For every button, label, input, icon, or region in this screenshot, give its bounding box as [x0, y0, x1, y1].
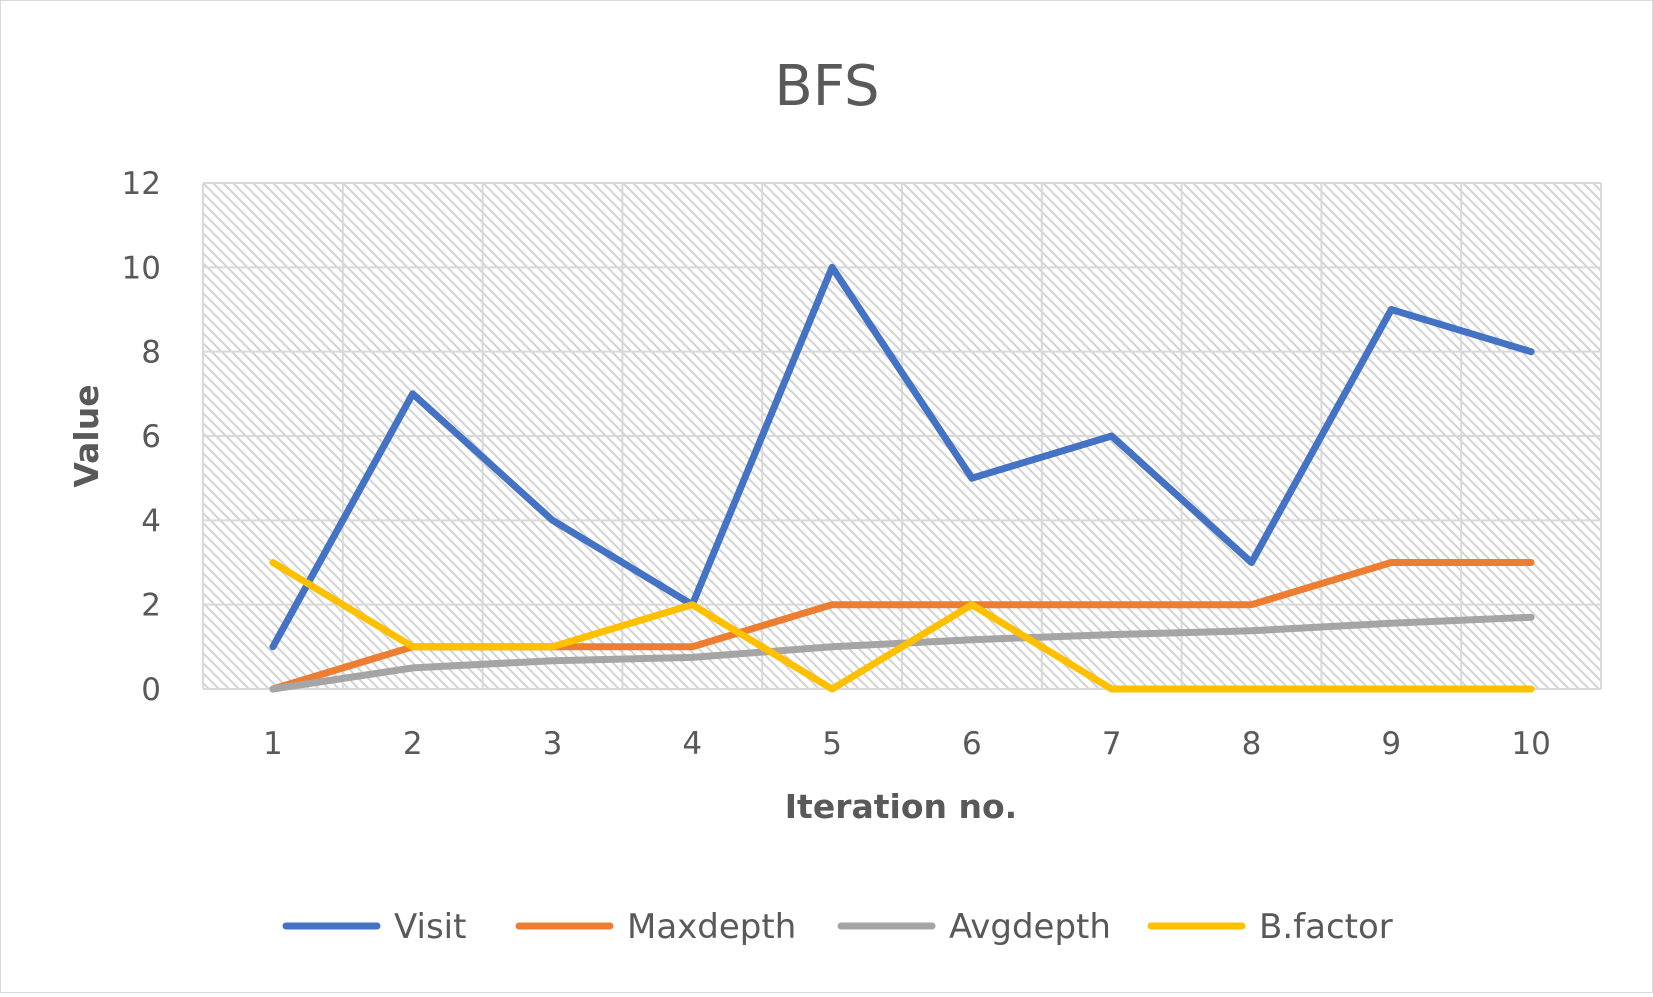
legend-item-visit: Visit: [282, 907, 466, 947]
y-tick-label: 10: [122, 250, 161, 286]
x-tick-label: 5: [822, 726, 842, 762]
legend-item-avgdepth: Avgdepth: [837, 907, 1111, 947]
x-tick-label: 6: [962, 726, 982, 762]
x-tick-label: 7: [1102, 726, 1122, 762]
y-tick-label: 0: [141, 672, 161, 708]
y-tick-label: 6: [141, 419, 161, 455]
x-axis-title: Iteration no.: [785, 787, 1017, 826]
series-line-b-factor: [269, 559, 1535, 693]
chart-title: BFS: [774, 54, 879, 119]
x-tick-label: 9: [1381, 726, 1401, 762]
legend-label: Maxdepth: [627, 907, 796, 947]
y-tick-label: 2: [141, 588, 161, 624]
x-tick-label: 3: [543, 726, 563, 762]
y-axis-title: Value: [67, 384, 106, 487]
x-tick-label: 1: [263, 726, 283, 762]
x-axis-ticks: 1 2 3 4 5 6 7 8 9 10: [263, 726, 1551, 762]
x-tick-label: 8: [1242, 726, 1262, 762]
legend-item-maxdepth: Maxdepth: [515, 907, 796, 947]
legend-label: Visit: [394, 907, 466, 947]
y-tick-label: 8: [141, 335, 161, 371]
y-tick-label: 4: [141, 503, 161, 539]
legend-item-b-factor: B.factor: [1147, 907, 1393, 947]
x-tick-label: 4: [682, 726, 702, 762]
series-line-visit: [269, 263, 1535, 651]
x-tick-label: 10: [1511, 726, 1550, 762]
legend: Visit Maxdepth Avgdepth B.factor: [282, 907, 1393, 947]
x-tick-label: 2: [403, 726, 423, 762]
y-axis-ticks: 0 2 4 6 8 10 12: [122, 166, 161, 708]
legend-label: Avgdepth: [949, 907, 1111, 947]
legend-label: B.factor: [1259, 907, 1393, 947]
y-tick-label: 12: [122, 166, 161, 202]
series-lines: [269, 263, 1535, 693]
